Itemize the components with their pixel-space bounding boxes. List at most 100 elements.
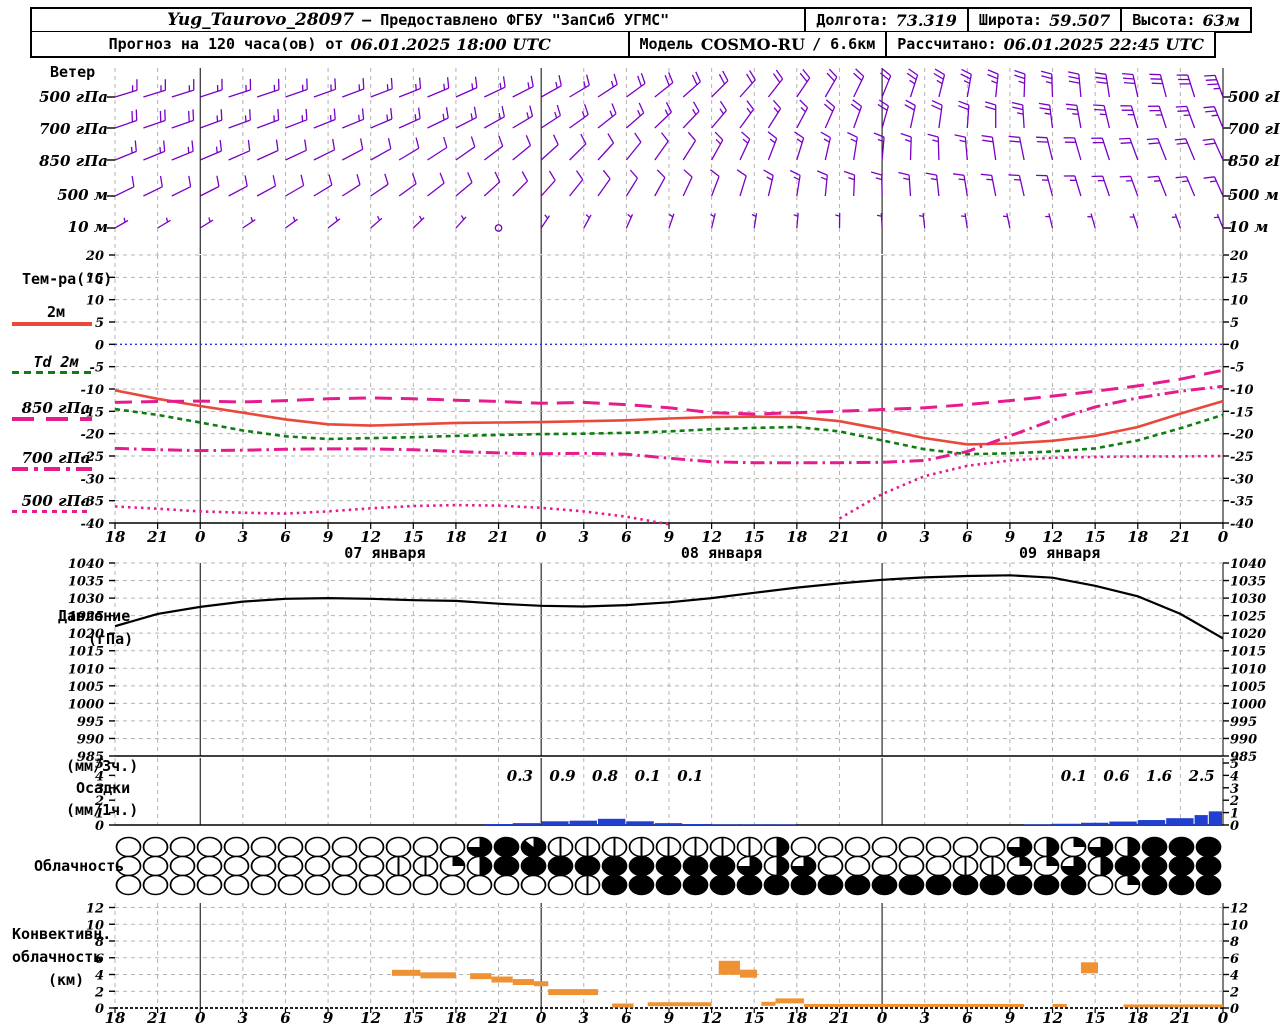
- header-row-2: Прогноз на 120 часа(ов) от 06.01.2025 18…: [30, 32, 1216, 58]
- legend-line-t500: [12, 510, 92, 513]
- tick-label: 0: [1218, 1009, 1229, 1024]
- wind-level-700hpa-label-right: 700 гПа: [1228, 120, 1280, 138]
- cloud-symbol: [763, 874, 790, 896]
- legend-line-t700: [12, 467, 92, 471]
- cloud-symbol: [763, 855, 790, 877]
- cloud-row-1: [115, 836, 1222, 858]
- tick-label: 3: [238, 1009, 248, 1024]
- tick-label: 0: [95, 1002, 104, 1017]
- tick-label: -40: [81, 517, 105, 532]
- cloud-symbol: [628, 874, 655, 896]
- longitude-cell: Долгота: 73.319: [806, 9, 966, 31]
- latitude-label: Широта:: [978, 11, 1043, 29]
- precip-bar: [654, 823, 683, 825]
- provider-text: – Предоставлено ФГБУ "ЗапСиб УГМС": [362, 11, 670, 29]
- tick-label: 2.5: [1188, 767, 1215, 785]
- legend-label-td2m: Td 2м: [33, 353, 79, 371]
- conv-cloud-unit-label: (км): [48, 971, 85, 989]
- cloud-symbol: [1060, 874, 1087, 896]
- tick-label: 3: [919, 1009, 929, 1024]
- tick-label: 995: [77, 715, 104, 730]
- cloud-symbol: [1195, 836, 1222, 858]
- tick-label: 12: [701, 1009, 722, 1024]
- tick-label: 12: [1042, 528, 1063, 546]
- tick-label: 1040: [1230, 557, 1266, 572]
- temp-panel-title: Тем-ра(°C): [22, 270, 113, 288]
- wind-level-500hpa-label-right: 500 гПа: [1228, 88, 1280, 106]
- cloud-symbol: [898, 874, 925, 896]
- conv-cloud-segment: [612, 1003, 634, 1008]
- cloud-symbol: [790, 874, 817, 896]
- cloud-symbol: [223, 836, 250, 858]
- precip-bar: [484, 824, 512, 825]
- cloud-symbol: [142, 855, 169, 877]
- cloud-symbol: [1168, 874, 1195, 896]
- cloud-symbol: [115, 874, 142, 896]
- cloud-symbol: [493, 874, 520, 896]
- cloud-symbol: [331, 836, 358, 858]
- cloud-symbol: [223, 874, 250, 896]
- tick-label: 0.1: [635, 767, 661, 785]
- tick-label: 3: [238, 528, 248, 546]
- model-resolution: / 6.6км: [812, 35, 876, 53]
- tick-label: 21: [146, 1009, 168, 1024]
- tick-label: 21: [146, 528, 168, 546]
- cloud-symbol: [844, 836, 871, 858]
- cloud-symbol: [358, 874, 385, 896]
- tick-label: 6: [621, 528, 632, 546]
- cloud-symbol: [817, 855, 844, 877]
- cloud-symbol: [385, 874, 412, 896]
- cloud-symbol: [169, 836, 196, 858]
- tick-label: -25: [1230, 450, 1254, 465]
- tick-label: 1005: [1230, 680, 1266, 695]
- tick-label: -10: [1230, 383, 1254, 398]
- cloud-symbol: [1006, 836, 1033, 858]
- cloud-symbol: [520, 855, 547, 877]
- forecast-cell: Прогноз на 120 часа(ов) от 06.01.2025 18…: [32, 32, 628, 56]
- cloud-symbol: [304, 836, 331, 858]
- altitude-value: 63м: [1202, 10, 1240, 30]
- precip-bar: [711, 824, 740, 825]
- tick-label: 15: [403, 1009, 424, 1024]
- cloud-symbol: [358, 836, 385, 858]
- tick-label: 15: [86, 271, 104, 286]
- cloud-symbol: [385, 855, 412, 877]
- tick-label: -30: [81, 472, 105, 487]
- cloud-symbol: [979, 836, 1006, 858]
- conv-cloud-segment: [548, 989, 598, 996]
- tick-label: 1040: [68, 557, 104, 572]
- cloud-symbol: [844, 874, 871, 896]
- cloud-symbol: [142, 874, 169, 896]
- precip-bar: [1109, 821, 1137, 825]
- cloud-symbol: [250, 855, 277, 877]
- tick-label: 1005: [68, 680, 104, 695]
- temp-series-Td-2м: [114, 407, 1224, 456]
- conv-cloud-segment: [470, 973, 492, 980]
- cloudiness-panel-title: Облачность: [34, 857, 125, 875]
- cloud-symbol: [1060, 836, 1087, 858]
- tick-label: 12: [360, 1009, 381, 1024]
- longitude-value: 73.319: [895, 10, 957, 30]
- altitude-label: Высота:: [1132, 11, 1196, 29]
- tick-label: -15: [1230, 405, 1254, 420]
- cloud-symbol: [358, 855, 385, 877]
- wind-barbs-10м: [107, 212, 1231, 232]
- tick-label: -35: [81, 495, 105, 510]
- tick-label: 985: [1230, 750, 1257, 765]
- precip-bar: [541, 821, 569, 825]
- tick-label: 5: [95, 316, 104, 331]
- conv-cloud-segment: [1052, 1003, 1067, 1007]
- tick-label: -20: [81, 428, 105, 443]
- cloud-symbol: [1168, 855, 1195, 877]
- tick-label: 5: [95, 757, 104, 772]
- cloud-symbol: [331, 874, 358, 896]
- tick-label: 12: [701, 528, 722, 546]
- tick-label: 3: [95, 782, 104, 797]
- precip-bar: [1080, 822, 1109, 825]
- wind-barbs-500м: [107, 169, 1231, 197]
- legend-label-t500: 500 гПа: [21, 492, 91, 510]
- cloud-symbol: [817, 874, 844, 896]
- tick-label: 6: [280, 1009, 291, 1024]
- header-divider: [1120, 9, 1123, 31]
- conv-cloud-segment: [1123, 1004, 1223, 1008]
